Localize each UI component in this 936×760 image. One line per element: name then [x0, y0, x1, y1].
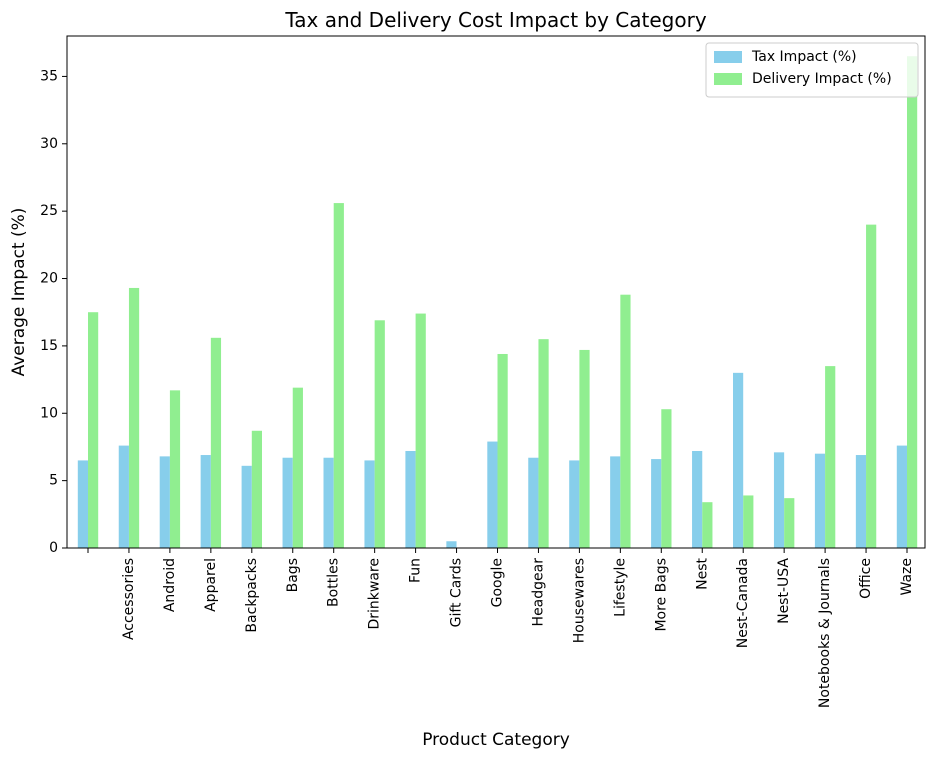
bar-delivery-17 — [784, 498, 795, 548]
legend-swatch-1 — [714, 73, 742, 85]
x-tick-label-12: Housewares — [571, 558, 587, 643]
bar-delivery-14 — [661, 409, 672, 548]
legend: Tax Impact (%) Delivery Impact (%) — [705, 42, 919, 98]
bar-delivery-19 — [866, 224, 877, 548]
y-tick-label-4: 20 — [40, 271, 58, 287]
bar-delivery-7 — [374, 320, 385, 548]
bar-delivery-6 — [333, 203, 344, 548]
bar-delivery-10 — [497, 353, 508, 548]
bar-tax-17 — [773, 452, 785, 548]
bar-tax-13 — [610, 456, 621, 548]
bar-delivery-20 — [907, 56, 918, 549]
bar-tax-14 — [651, 459, 662, 548]
bar-tax-1 — [118, 445, 129, 548]
bar-tax-12 — [569, 460, 580, 548]
bar-tax-0 — [77, 460, 88, 548]
x-tick-label-10: Google — [490, 558, 506, 607]
bar-tax-19 — [855, 455, 867, 548]
bar-delivery-3 — [210, 337, 222, 548]
bar-delivery-4 — [251, 430, 262, 548]
plot-frame — [66, 35, 926, 549]
x-tick-label-1: Accessories — [121, 558, 137, 640]
x-tick-label-2: Android — [162, 558, 178, 612]
x-tick-label-11: Headgear — [530, 558, 546, 627]
y-tick-label-7: 35 — [40, 68, 58, 84]
legend-label-1: Delivery Impact (%) — [752, 71, 892, 87]
x-tick-label-20: Waze — [899, 558, 915, 596]
bar-delivery-13 — [620, 294, 631, 548]
bars-group — [77, 56, 918, 549]
bar-tax-6 — [323, 457, 334, 548]
x-tick-label-19: Office — [858, 558, 874, 599]
bar-tax-15 — [692, 450, 703, 548]
x-tick-label-15: Nest — [694, 557, 710, 589]
bar-delivery-16 — [743, 495, 754, 548]
bar-delivery-15 — [702, 502, 713, 548]
legend-label-0: Tax Impact (%) — [751, 49, 857, 65]
bar-delivery-0 — [88, 312, 99, 548]
y-tick-label-3: 15 — [40, 338, 58, 354]
bar-tax-8 — [405, 450, 416, 548]
bar-tax-7 — [364, 460, 375, 548]
x-tick-label-14: More Bags — [653, 558, 669, 632]
x-tick-label-18: Notebooks & Journals — [817, 558, 833, 708]
bar-tax-9 — [446, 541, 457, 548]
bar-tax-16 — [733, 372, 744, 548]
x-axis-label: Product Category — [422, 730, 570, 750]
chart-title: Tax and Delivery Cost Impact by Category — [284, 8, 706, 32]
x-tick-label-6: Bottles — [326, 558, 342, 607]
y-axis-label: Average Impact (%) — [9, 208, 29, 377]
bar-delivery-2 — [169, 390, 181, 548]
bar-tax-18 — [814, 453, 826, 548]
x-ticks: Accessories Android Apparel Backpacks Bags Bo… — [87, 548, 915, 708]
y-tick-label-0: 0 — [49, 540, 58, 556]
x-tick-label-3: Apparel — [203, 558, 219, 612]
x-tick-label-8: Fun — [408, 558, 424, 583]
bar-tax-3 — [200, 455, 211, 548]
x-tick-label-16: Nest-Canada — [735, 558, 751, 648]
x-tick-label-9: Gift Cards — [449, 558, 465, 627]
bar-tax-2 — [159, 456, 170, 548]
bar-delivery-11 — [538, 339, 549, 548]
y-tick-label-6: 30 — [40, 136, 58, 152]
bar-delivery-5 — [292, 387, 303, 548]
bar-tax-11 — [528, 457, 539, 548]
y-tick-label-5: 25 — [40, 203, 58, 219]
x-tick-label-5: Bags — [285, 558, 301, 592]
bar-delivery-12 — [579, 349, 590, 548]
legend-box — [705, 42, 919, 98]
x-tick-label-4: Backpacks — [244, 558, 260, 633]
x-tick-label-13: Lifestyle — [612, 558, 628, 617]
bar-tax-20 — [896, 445, 907, 548]
x-tick-label-17: Nest-USA — [776, 558, 792, 624]
bar-tax-10 — [487, 441, 498, 548]
bar-delivery-8 — [415, 313, 426, 548]
x-tick-label-7: Drinkware — [367, 558, 383, 630]
bar-tax-5 — [282, 457, 293, 548]
bar-delivery-1 — [128, 287, 140, 548]
legend-swatch-0 — [714, 51, 742, 63]
y-ticks: 0 5 10 15 20 25 30 35 — [40, 68, 67, 556]
bar-delivery-18 — [825, 366, 836, 548]
y-tick-label-2: 10 — [40, 405, 58, 421]
bar-tax-4 — [241, 465, 252, 548]
y-tick-label-1: 5 — [49, 473, 58, 489]
